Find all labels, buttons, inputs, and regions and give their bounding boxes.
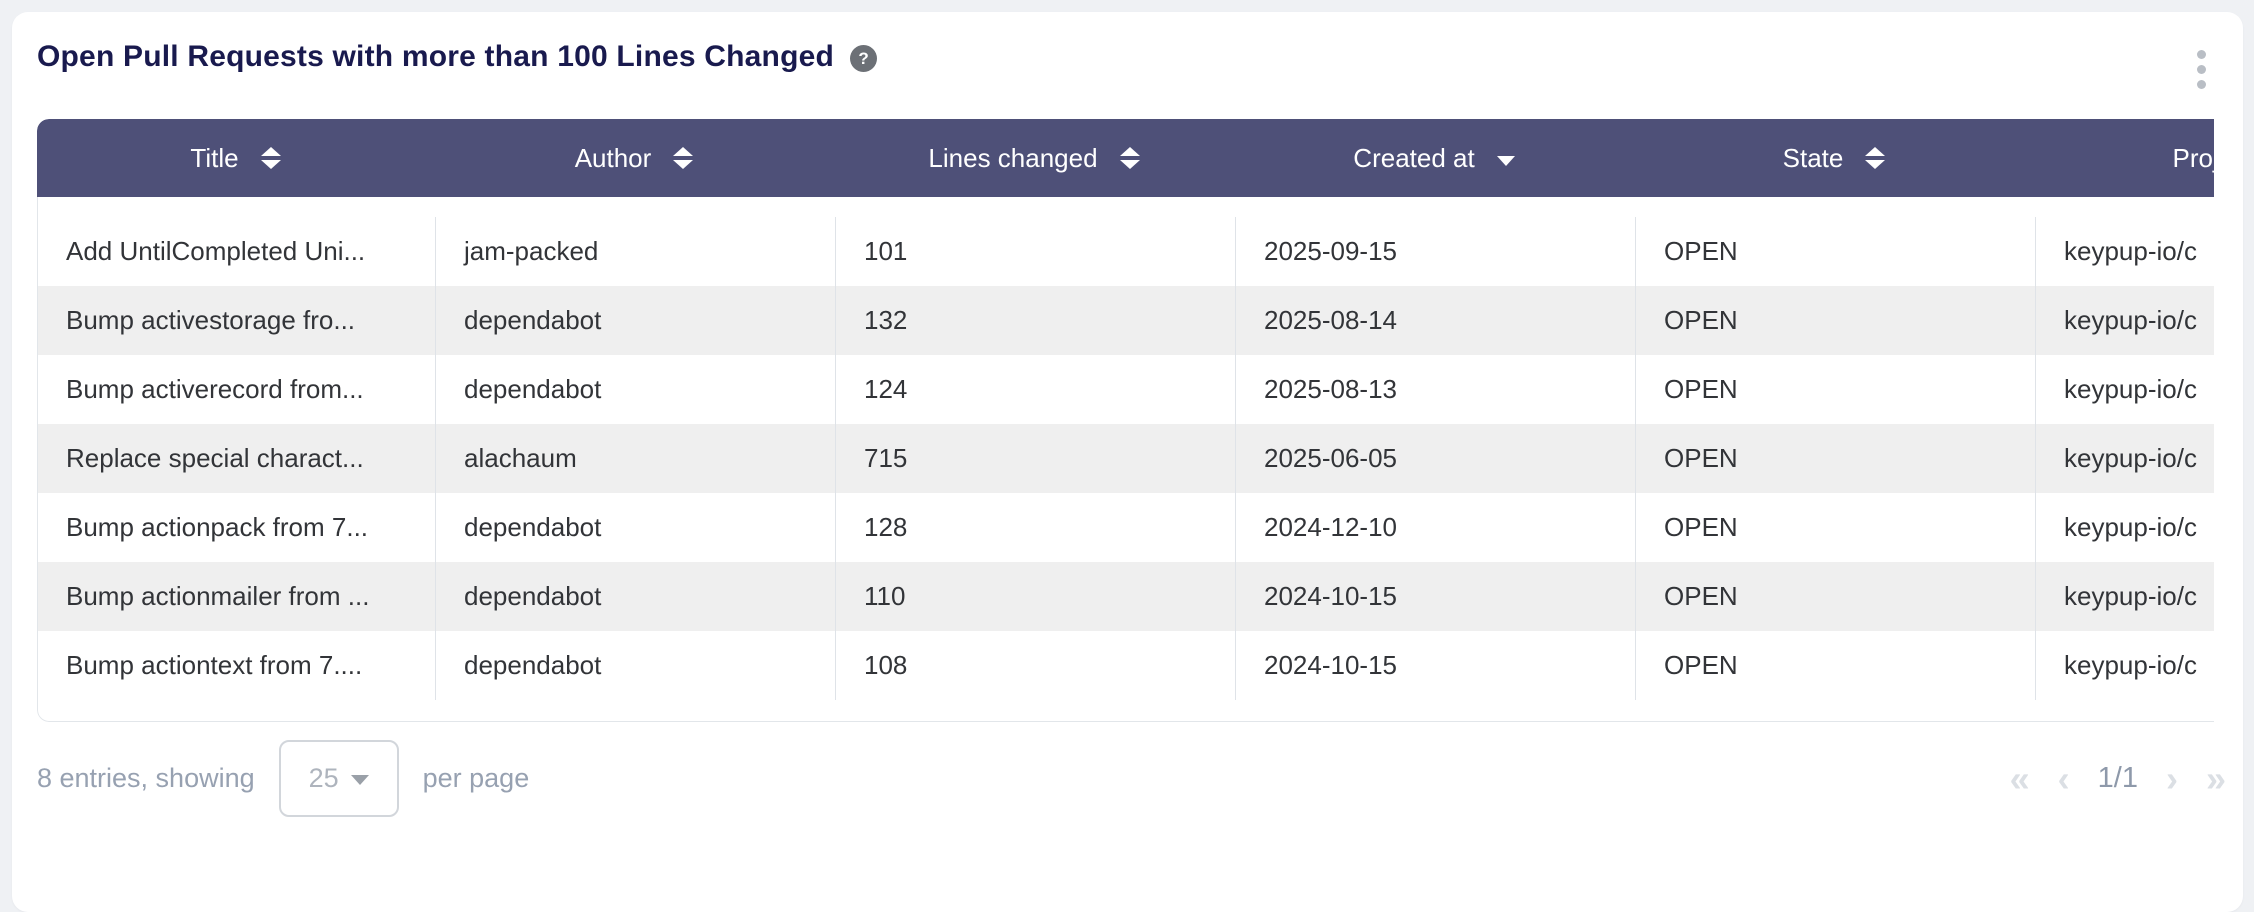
column-header-project[interactable]: Project: [2034, 119, 2214, 197]
pagination: « ‹ 1/1 › »: [2009, 757, 2226, 799]
table-row[interactable]: Bump activestorage fro... dependabot 132 20…: [38, 286, 2214, 355]
per-page-select[interactable]: 25: [278, 740, 399, 817]
table-cell: OPEN: [1635, 493, 2035, 562]
table-cell: Bump actiontext from 7....: [66, 650, 363, 680]
table-row[interactable]: Bump activerecord from... dependabot 124 20…: [38, 355, 2214, 424]
sort-desc-icon: [1496, 156, 1515, 166]
column-header-lines-changed[interactable]: Lines changed: [834, 119, 1234, 197]
sort-updown-icon: [1119, 147, 1140, 169]
table-cell: OPEN: [1635, 424, 2035, 493]
help-icon[interactable]: ?: [850, 45, 878, 72]
first-page-button[interactable]: «: [2009, 757, 2030, 799]
column-label: Lines changed: [928, 142, 1098, 173]
kebab-menu-icon[interactable]: [2191, 44, 2212, 95]
widget-card: Open Pull Requests with more than 100 Li…: [12, 12, 2243, 912]
table-cell: 128: [835, 493, 1235, 562]
table-cell: 132: [835, 286, 1235, 355]
table-cell: 101: [835, 217, 1235, 286]
page-indicator: 1/1: [2097, 762, 2138, 794]
column-label: State: [1782, 142, 1844, 173]
next-page-button[interactable]: ›: [2165, 757, 2178, 799]
table-cell: keypup-io/c: [2035, 424, 2214, 493]
table-cell: OPEN: [1635, 631, 2035, 700]
table-cell: Replace special charact...: [66, 443, 364, 473]
table-cell: dependabot: [435, 562, 835, 631]
column-header-title[interactable]: Title: [37, 119, 434, 197]
column-label: Title: [190, 142, 239, 173]
widget-title: Open Pull Requests with more than 100 Li…: [37, 40, 835, 73]
table-row[interactable]: Bump actionpack from 7... dependabot 128 20…: [38, 493, 2214, 562]
table-cell: 2025-09-15: [1235, 217, 1635, 286]
last-page-button[interactable]: »: [2205, 757, 2226, 799]
prev-page-button[interactable]: ‹: [2057, 757, 2070, 799]
table-cell: 715: [835, 424, 1235, 493]
table-cell: keypup-io/c: [2035, 286, 2214, 355]
table-cell: dependabot: [435, 631, 835, 700]
column-label: Created at: [1353, 142, 1475, 173]
table-cell: OPEN: [1635, 286, 2035, 355]
table-cell: OPEN: [1635, 355, 2035, 424]
sort-updown-icon: [673, 147, 694, 169]
table-footer: 8 entries, showing 25 per page « ‹ 1/1 ›…: [37, 740, 2226, 817]
table-row[interactable]: Bump actiontext from 7.... dependabot 108 2…: [38, 631, 2214, 700]
table-cell: Bump actionmailer from ...: [66, 581, 370, 611]
per-page-value: 25: [308, 763, 339, 793]
table-row[interactable]: Replace special charact... alachaum 715 202…: [38, 424, 2214, 493]
column-label: Author: [574, 142, 652, 173]
table-cell: 110: [835, 562, 1235, 631]
column-header-state[interactable]: State: [1634, 119, 2034, 197]
entries-controls: 8 entries, showing 25 per page: [37, 740, 529, 817]
table-cell: 124: [835, 355, 1235, 424]
column-label: Project: [2172, 142, 2214, 173]
table-row[interactable]: Add UntilCompleted Uni... jam-packed 101 20…: [38, 217, 2214, 286]
table-row[interactable]: Bump actionmailer from ... dependabot 110 2…: [38, 562, 2214, 631]
table-cell: dependabot: [435, 286, 835, 355]
table-cell: 2024-10-15: [1235, 562, 1635, 631]
column-header-author[interactable]: Author: [434, 119, 834, 197]
table-cell: alachaum: [435, 424, 835, 493]
sort-updown-icon: [1865, 147, 1886, 169]
table-cell: keypup-io/c: [2035, 355, 2214, 424]
entries-text: 8 entries, showing: [37, 763, 255, 793]
pull-requests-table: Title Author Lines changed Created at State P…: [37, 119, 2214, 722]
table-cell: 2025-08-14: [1235, 286, 1635, 355]
table-cell: 2024-10-15: [1235, 631, 1635, 700]
table-header-row: Title Author Lines changed Created at State P…: [37, 119, 2214, 197]
table-cell: dependabot: [435, 355, 835, 424]
table-body: Add UntilCompleted Uni... jam-packed 101 20…: [37, 197, 2214, 722]
table-cell: 108: [835, 631, 1235, 700]
column-header-created-at[interactable]: Created at: [1234, 119, 1634, 197]
title-row: Open Pull Requests with more than 100 Li…: [37, 36, 878, 78]
table-cell: keypup-io/c: [2035, 631, 2214, 700]
table-cell: 2024-12-10: [1235, 493, 1635, 562]
table-cell: Bump activestorage fro...: [66, 305, 356, 335]
table-cell: jam-packed: [435, 217, 835, 286]
per-page-suffix: per page: [422, 763, 530, 793]
table-cell: dependabot: [435, 493, 835, 562]
widget-header: Open Pull Requests with more than 100 Li…: [37, 36, 2214, 95]
table-cell: Bump activerecord from...: [66, 374, 364, 404]
table-cell: keypup-io/c: [2035, 217, 2214, 286]
table-cell: Add UntilCompleted Uni...: [66, 236, 366, 266]
table-cell: 2025-08-13: [1235, 355, 1635, 424]
table-cell: keypup-io/c: [2035, 562, 2214, 631]
table-cell: 2025-06-05: [1235, 424, 1635, 493]
caret-down-icon: [350, 774, 369, 785]
table-cell: OPEN: [1635, 217, 2035, 286]
table-cell: Bump actionpack from 7...: [66, 512, 369, 542]
sort-updown-icon: [260, 147, 281, 169]
table-cell: keypup-io/c: [2035, 493, 2214, 562]
table-cell: OPEN: [1635, 562, 2035, 631]
